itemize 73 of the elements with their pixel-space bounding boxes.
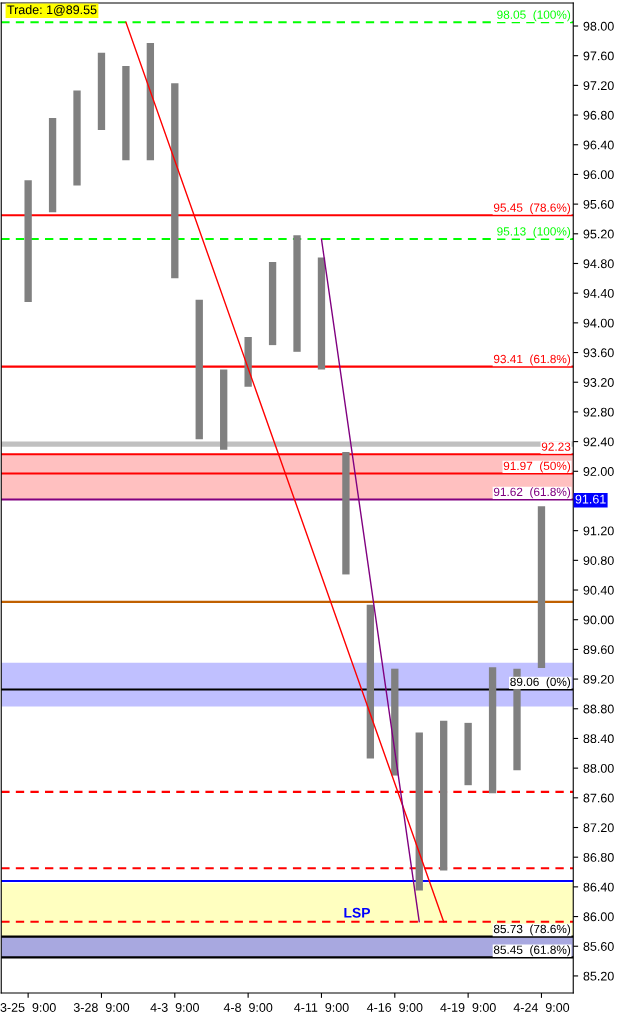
y-tick-label: 97.20	[583, 81, 614, 91]
y-tick-label: 86.80	[583, 852, 614, 862]
annotation: Trade: 1@89.55	[7, 4, 97, 16]
bar	[146, 43, 155, 161]
bar	[48, 118, 57, 213]
y-tick-label: 98.00	[583, 21, 614, 31]
y-tick-label: 91.20	[583, 526, 614, 536]
x-tick-label: 3-28 9:00	[73, 1003, 130, 1012]
y-tick-label: 90.80	[583, 556, 614, 565]
bar	[537, 506, 546, 668]
x-tick-label: 4-24 9:00	[513, 1003, 570, 1012]
y-tick-label: 93.20	[583, 378, 614, 387]
bar	[97, 52, 106, 130]
y-tick-label: 85.60	[583, 942, 614, 951]
y-tick-label: 92.80	[583, 407, 614, 417]
y-tick-label: 92.00	[583, 467, 614, 476]
y-tick-label: 94.00	[583, 318, 614, 328]
bar	[440, 720, 448, 871]
y-tick-label: 94.40	[583, 288, 614, 298]
bar	[122, 66, 130, 161]
bar	[268, 262, 277, 346]
bar	[317, 257, 326, 370]
y-tick-label: 89.60	[583, 645, 614, 655]
x-tick-label: 4-8 9:00	[223, 1003, 273, 1012]
ref-line-label: 89.06 (0%)	[510, 677, 571, 689]
y-tick-label: 86.40	[583, 882, 614, 892]
y-tick-label: 93.60	[583, 348, 614, 358]
ref-line-label: 98.05 (100%)	[497, 10, 571, 22]
band-label: LSP	[344, 907, 371, 918]
y-tick-label: 94.80	[583, 259, 614, 269]
ref-line-label: 92.23	[541, 442, 571, 451]
bar	[220, 369, 228, 450]
y-tick-label: 90.40	[583, 585, 614, 595]
bar	[293, 235, 301, 352]
ref-line-label: 95.45 (78.6%)	[493, 203, 571, 215]
bar	[73, 90, 81, 186]
x-tick-label: 4-3 9:00	[150, 1003, 199, 1012]
annotation: 91.61	[575, 494, 606, 504]
y-tick-label: 88.40	[583, 734, 614, 744]
bar	[366, 604, 375, 759]
ref-line-label: 93.41 (61.8%)	[493, 354, 571, 366]
bar	[488, 667, 497, 794]
y-tick-label: 92.40	[583, 437, 614, 447]
x-tick-label: 4-19 9:00	[440, 1003, 496, 1012]
y-tick-label: 89.20	[583, 674, 614, 684]
ref-line-label: 85.73 (78.6%)	[493, 924, 571, 936]
bar	[415, 732, 423, 891]
y-tick-label: 96.00	[583, 170, 614, 180]
bar	[464, 722, 472, 786]
x-tick-label: 4-11 9:00	[294, 1003, 349, 1012]
y-tick-label: 97.60	[583, 51, 614, 61]
bar	[171, 83, 179, 279]
ref-line-label: 91.97 (50%)	[503, 461, 571, 473]
y-tick-label: 95.20	[583, 229, 614, 239]
bar	[195, 299, 203, 440]
y-tick-label: 87.60	[583, 793, 614, 803]
y-tick-label: 86.00	[583, 912, 614, 922]
y-tick-label: 96.40	[583, 140, 614, 150]
bar	[24, 180, 32, 303]
y-tick-label: 90.00	[583, 615, 614, 625]
ref-line-label: 85.45 (61.8%)	[493, 945, 571, 957]
y-tick-label: 88.00	[583, 763, 614, 773]
ref-line-label: 95.13 (100%)	[497, 226, 571, 238]
x-tick-label: 4-16 9:00	[366, 1003, 423, 1012]
x-tick-label: 3-25 9:00	[0, 1003, 56, 1012]
y-tick-label: 96.80	[583, 110, 614, 120]
y-tick-label: 95.60	[583, 199, 614, 209]
ref-line-label: 91.62 (61.8%)	[493, 487, 571, 499]
bar	[342, 451, 350, 575]
y-tick-label: 85.20	[583, 971, 614, 981]
bar	[244, 336, 252, 387]
y-tick-label: 88.80	[583, 704, 614, 714]
y-tick-label: 87.20	[583, 823, 614, 833]
